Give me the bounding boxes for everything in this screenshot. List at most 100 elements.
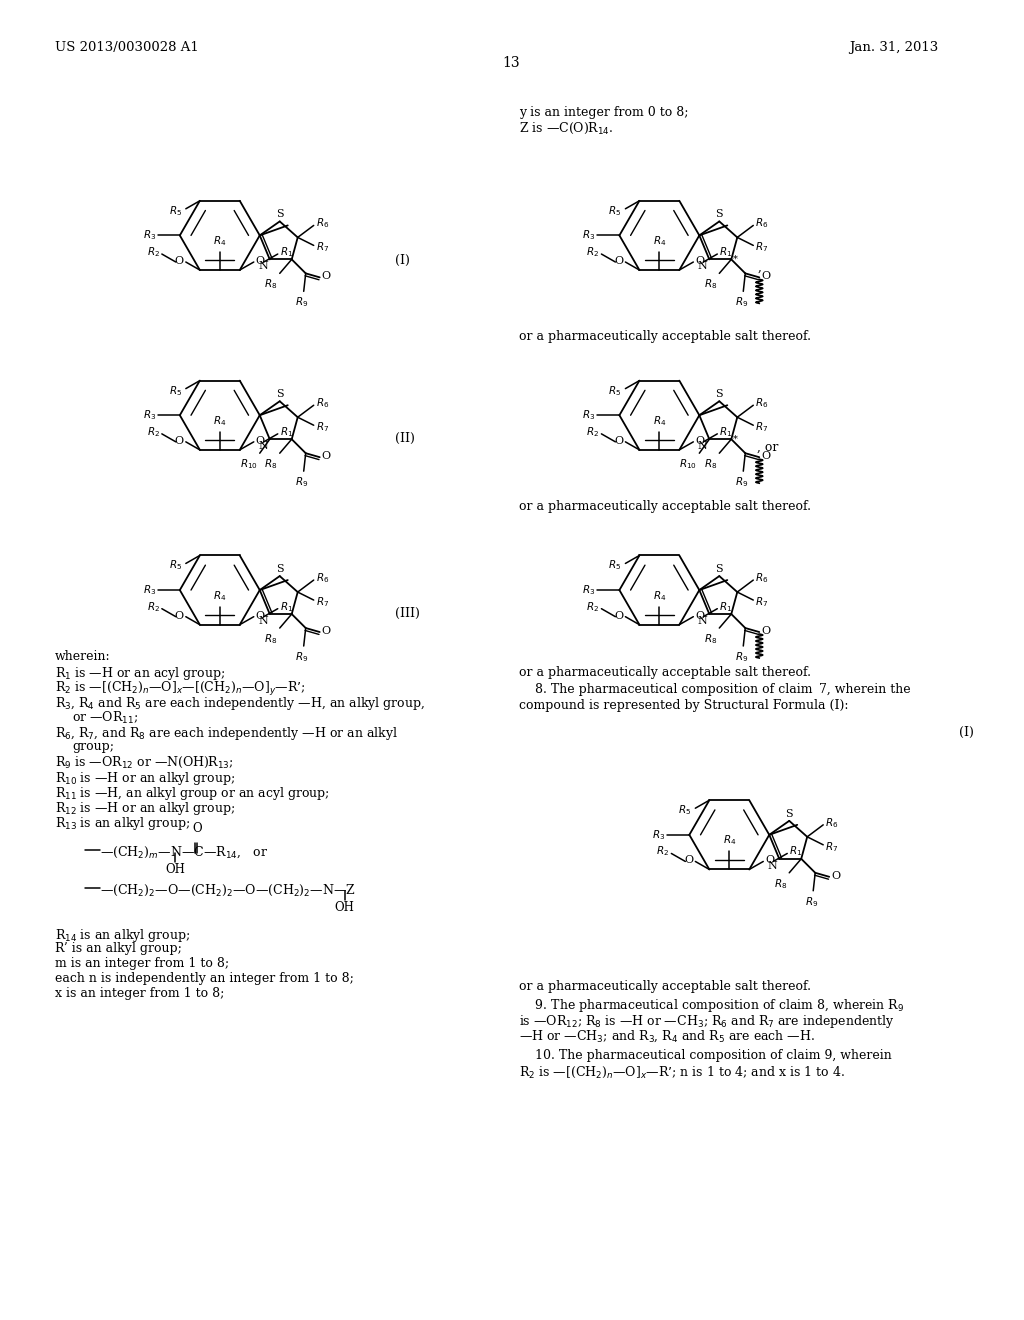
Text: $R_5$: $R_5$	[608, 384, 622, 397]
Text: O: O	[175, 611, 184, 620]
Text: N: N	[697, 441, 708, 451]
Text: $R_1$: $R_1$	[280, 599, 293, 614]
Text: $R_3$: $R_3$	[652, 828, 666, 842]
Text: $R_1$: $R_1$	[280, 246, 293, 259]
Text: $R_4$: $R_4$	[652, 589, 666, 603]
Text: O: O	[761, 626, 770, 636]
Text: (I): (I)	[959, 726, 974, 739]
Text: O: O	[256, 436, 265, 446]
Text: is —OR$_{12}$; R$_8$ is —H or —CH$_3$; R$_6$ and R$_7$ are independently: is —OR$_{12}$; R$_8$ is —H or —CH$_3$; R…	[519, 1012, 895, 1030]
Text: O: O	[322, 626, 331, 636]
Text: 9. The pharmaceutical composition of claim 8, wherein R$_9$: 9. The pharmaceutical composition of cla…	[519, 997, 905, 1014]
Text: $R_5$: $R_5$	[678, 804, 691, 817]
Text: $R_2$: $R_2$	[587, 599, 599, 614]
Text: O: O	[761, 272, 770, 281]
Text: N: N	[258, 441, 267, 451]
Text: $R_4$: $R_4$	[213, 414, 226, 428]
Text: $R_4$: $R_4$	[723, 834, 736, 847]
Text: $R_5$: $R_5$	[169, 558, 182, 573]
Text: $R_4$: $R_4$	[213, 589, 226, 603]
Text: O: O	[175, 436, 184, 446]
Text: S: S	[716, 210, 723, 219]
Text: O: O	[695, 611, 705, 620]
Text: (I): (I)	[394, 253, 410, 267]
Text: R$_{12}$ is —H or an alkyl group;: R$_{12}$ is —H or an alkyl group;	[55, 800, 236, 817]
Text: S: S	[275, 389, 284, 399]
Text: $R_3$: $R_3$	[142, 583, 156, 597]
Text: N: N	[258, 616, 267, 626]
Text: S: S	[716, 564, 723, 574]
Text: y is an integer from 0 to 8;: y is an integer from 0 to 8;	[519, 106, 689, 119]
Text: m is an integer from 1 to 8;: m is an integer from 1 to 8;	[55, 957, 229, 970]
Text: $R_7$: $R_7$	[756, 595, 768, 609]
Text: O: O	[322, 451, 331, 461]
Text: $R_8$: $R_8$	[703, 457, 717, 471]
Text: $R_9$: $R_9$	[295, 296, 308, 309]
Text: $R_2$: $R_2$	[587, 246, 599, 259]
Text: R$_1$ is —H or an acyl group;: R$_1$ is —H or an acyl group;	[55, 665, 225, 682]
Text: S: S	[785, 809, 793, 818]
Text: x is an integer from 1 to 8;: x is an integer from 1 to 8;	[55, 986, 224, 999]
Text: Jan. 31, 2013: Jan. 31, 2013	[849, 41, 938, 54]
Text: O: O	[322, 272, 331, 281]
Text: $R_9$: $R_9$	[734, 649, 748, 664]
Text: S: S	[716, 389, 723, 399]
Text: $R_3$: $R_3$	[142, 228, 156, 243]
Text: R$_3$, R$_4$ and R$_5$ are each independently —H, an alkyl group,: R$_3$, R$_4$ and R$_5$ are each independ…	[55, 694, 425, 711]
Text: O: O	[614, 256, 624, 267]
Text: Z is —C(O)R$_{14}$.: Z is —C(O)R$_{14}$.	[519, 120, 613, 136]
Text: $R_7$: $R_7$	[756, 420, 768, 434]
Text: S: S	[275, 210, 284, 219]
Text: $R_6$: $R_6$	[756, 572, 769, 585]
Text: $R_7$: $R_7$	[315, 420, 329, 434]
Text: OH: OH	[165, 863, 184, 875]
Text: R$_9$ is —OR$_{12}$ or —N(OH)R$_{13}$;: R$_9$ is —OR$_{12}$ or —N(OH)R$_{13}$;	[55, 755, 233, 770]
Text: $R_9$: $R_9$	[805, 895, 818, 908]
Text: $R_6$: $R_6$	[315, 572, 329, 585]
Text: —(CH$_2$)$_2$—O—(CH$_2$)$_2$—O—(CH$_2$)$_2$—N—Z: —(CH$_2$)$_2$—O—(CH$_2$)$_2$—O—(CH$_2$)$…	[100, 883, 356, 898]
Text: N: N	[697, 616, 708, 626]
Text: ,: ,	[758, 261, 761, 273]
Text: O: O	[256, 256, 265, 267]
Text: or a pharmaceutically acceptable salt thereof.: or a pharmaceutically acceptable salt th…	[519, 330, 811, 343]
Text: $R_6$: $R_6$	[315, 396, 329, 411]
Text: $R_{10}$: $R_{10}$	[679, 457, 697, 471]
Text: O: O	[684, 855, 693, 866]
Text: $R_8$: $R_8$	[703, 277, 717, 292]
Text: N: N	[768, 861, 777, 871]
Text: $R_1$: $R_1$	[719, 425, 732, 438]
Text: $R_2$: $R_2$	[146, 246, 160, 259]
Text: $R_{10}$: $R_{10}$	[240, 457, 258, 471]
Text: $R_8$: $R_8$	[703, 632, 717, 645]
Text: $R_7$: $R_7$	[315, 240, 329, 255]
Text: $R_9$: $R_9$	[734, 475, 748, 488]
Text: , or: , or	[758, 441, 778, 454]
Text: $R_8$: $R_8$	[774, 876, 787, 891]
Text: $R_7$: $R_7$	[825, 840, 839, 854]
Text: $R_1$: $R_1$	[719, 246, 732, 259]
Text: $R_2$: $R_2$	[146, 599, 160, 614]
Text: O: O	[256, 611, 265, 620]
Text: wherein:: wherein:	[55, 649, 111, 663]
Text: $R_1$: $R_1$	[719, 599, 732, 614]
Text: R$_{13}$ is an alkyl group;: R$_{13}$ is an alkyl group;	[55, 814, 190, 832]
Text: $R_7$: $R_7$	[756, 240, 768, 255]
Text: $R_8$: $R_8$	[264, 277, 278, 292]
Text: $R_6$: $R_6$	[315, 216, 329, 230]
Text: $R_5$: $R_5$	[608, 558, 622, 573]
Text: $R_5$: $R_5$	[169, 203, 182, 218]
Text: —(CH$_2$)$_m$—N—C—R$_{14}$,   or: —(CH$_2$)$_m$—N—C—R$_{14}$, or	[100, 845, 268, 861]
Text: $R_3$: $R_3$	[583, 583, 595, 597]
Text: $R_6$: $R_6$	[825, 816, 839, 830]
Text: N: N	[258, 261, 267, 272]
Text: O: O	[175, 256, 184, 267]
Text: or a pharmaceutically acceptable salt thereof.: or a pharmaceutically acceptable salt th…	[519, 500, 811, 513]
Text: R$_{10}$ is —H or an alkyl group;: R$_{10}$ is —H or an alkyl group;	[55, 770, 236, 787]
Text: $R_3$: $R_3$	[583, 228, 595, 243]
Text: O: O	[614, 436, 624, 446]
Text: O: O	[614, 611, 624, 620]
Text: —H or —CH$_3$; and R$_3$, R$_4$ and R$_5$ are each —H.: —H or —CH$_3$; and R$_3$, R$_4$ and R$_5…	[519, 1028, 815, 1044]
Text: OH: OH	[335, 900, 354, 913]
Text: $R_4$: $R_4$	[652, 234, 666, 248]
Text: or —OR$_{11}$;: or —OR$_{11}$;	[72, 710, 138, 726]
